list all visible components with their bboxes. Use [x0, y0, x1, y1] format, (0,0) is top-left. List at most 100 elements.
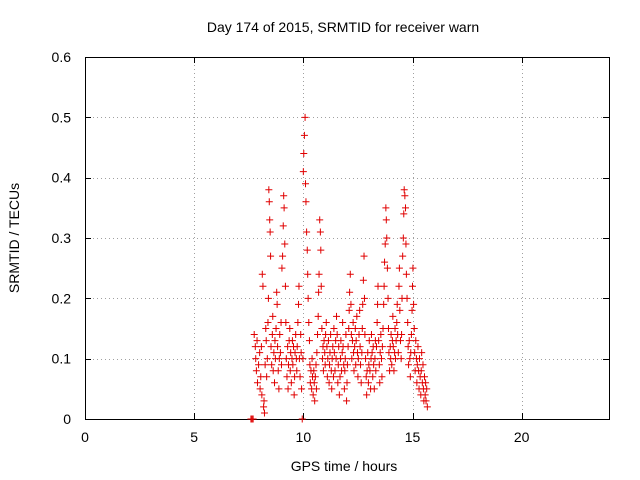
data-point — [258, 270, 266, 278]
data-point — [366, 367, 374, 375]
data-point — [323, 343, 331, 351]
data-point — [279, 252, 287, 260]
data-point — [304, 270, 312, 278]
data-point — [287, 379, 295, 387]
data-point — [414, 343, 422, 351]
data-point — [368, 349, 376, 357]
data-point — [394, 349, 402, 357]
data-point — [256, 349, 264, 357]
data-point — [373, 318, 381, 326]
data-point — [396, 306, 404, 314]
data-point — [376, 349, 384, 357]
data-point — [400, 186, 408, 194]
data-point — [395, 282, 403, 290]
data-point — [284, 385, 292, 393]
data-point — [412, 337, 420, 345]
data-point — [404, 318, 412, 326]
data-point — [376, 379, 384, 387]
data-point — [330, 349, 338, 357]
data-point — [410, 325, 418, 332]
data-point — [315, 288, 323, 296]
data-point — [367, 331, 375, 339]
data-point — [264, 294, 272, 302]
x-tick-label: 5 — [190, 429, 198, 445]
data-point — [275, 355, 283, 363]
data-point — [263, 355, 271, 363]
data-point — [330, 325, 338, 332]
data-point — [363, 391, 371, 399]
data-point — [421, 373, 429, 381]
data-point — [298, 385, 306, 393]
data-point — [288, 337, 296, 345]
data-point — [261, 361, 269, 369]
data-point — [374, 300, 382, 308]
data-point — [371, 355, 379, 363]
data-point — [260, 409, 268, 417]
data-point — [419, 361, 427, 369]
data-point — [253, 337, 261, 345]
data-point — [250, 331, 258, 339]
data-point — [298, 415, 306, 423]
data-point — [390, 367, 398, 375]
data-point — [262, 325, 270, 332]
data-point — [384, 294, 392, 302]
data-point — [276, 349, 284, 357]
data-points — [247, 113, 431, 423]
data-point — [402, 270, 410, 278]
data-point — [325, 379, 333, 387]
data-point — [274, 367, 282, 375]
data-point — [252, 355, 260, 363]
data-point — [334, 379, 342, 387]
data-point — [357, 361, 365, 369]
data-point — [406, 373, 414, 381]
data-point — [295, 300, 303, 308]
data-point — [310, 367, 318, 375]
data-point — [256, 385, 264, 393]
data-point — [387, 331, 395, 339]
data-point — [303, 246, 311, 254]
axis-ticks — [85, 57, 609, 420]
data-point — [360, 294, 368, 302]
data-point — [260, 397, 268, 405]
data-point — [282, 318, 290, 326]
data-point — [273, 288, 281, 296]
data-point — [358, 325, 366, 332]
data-point — [326, 361, 334, 369]
data-point — [411, 349, 419, 357]
data-point — [302, 198, 310, 206]
x-tick-labels: 0 5 10 15 20 — [81, 429, 530, 445]
data-point — [265, 186, 273, 194]
data-point — [399, 252, 407, 260]
data-point — [370, 385, 378, 393]
data-point — [317, 246, 325, 254]
data-point — [399, 234, 407, 242]
data-point — [337, 337, 345, 345]
data-point — [284, 343, 292, 351]
data-point — [382, 204, 390, 212]
data-point — [329, 373, 337, 381]
data-point — [272, 325, 280, 332]
data-point — [383, 264, 391, 272]
data-point — [347, 300, 355, 308]
data-point — [324, 337, 332, 345]
data-point — [266, 228, 274, 236]
data-point — [276, 331, 284, 339]
x-tick-label: 20 — [514, 429, 530, 445]
data-point — [314, 312, 322, 320]
data-point — [264, 318, 272, 326]
data-point — [336, 373, 344, 381]
data-point — [359, 300, 367, 308]
data-point — [354, 355, 362, 363]
data-point — [356, 306, 364, 314]
data-point — [417, 367, 425, 375]
x-tick-label: 0 — [81, 429, 89, 445]
data-point — [323, 373, 331, 381]
y-tick-label: 0.2 — [52, 290, 72, 306]
data-point — [341, 355, 349, 363]
data-point — [393, 300, 401, 308]
data-point — [305, 337, 313, 345]
data-point — [316, 216, 324, 224]
data-point — [358, 349, 366, 357]
data-point — [290, 391, 298, 399]
